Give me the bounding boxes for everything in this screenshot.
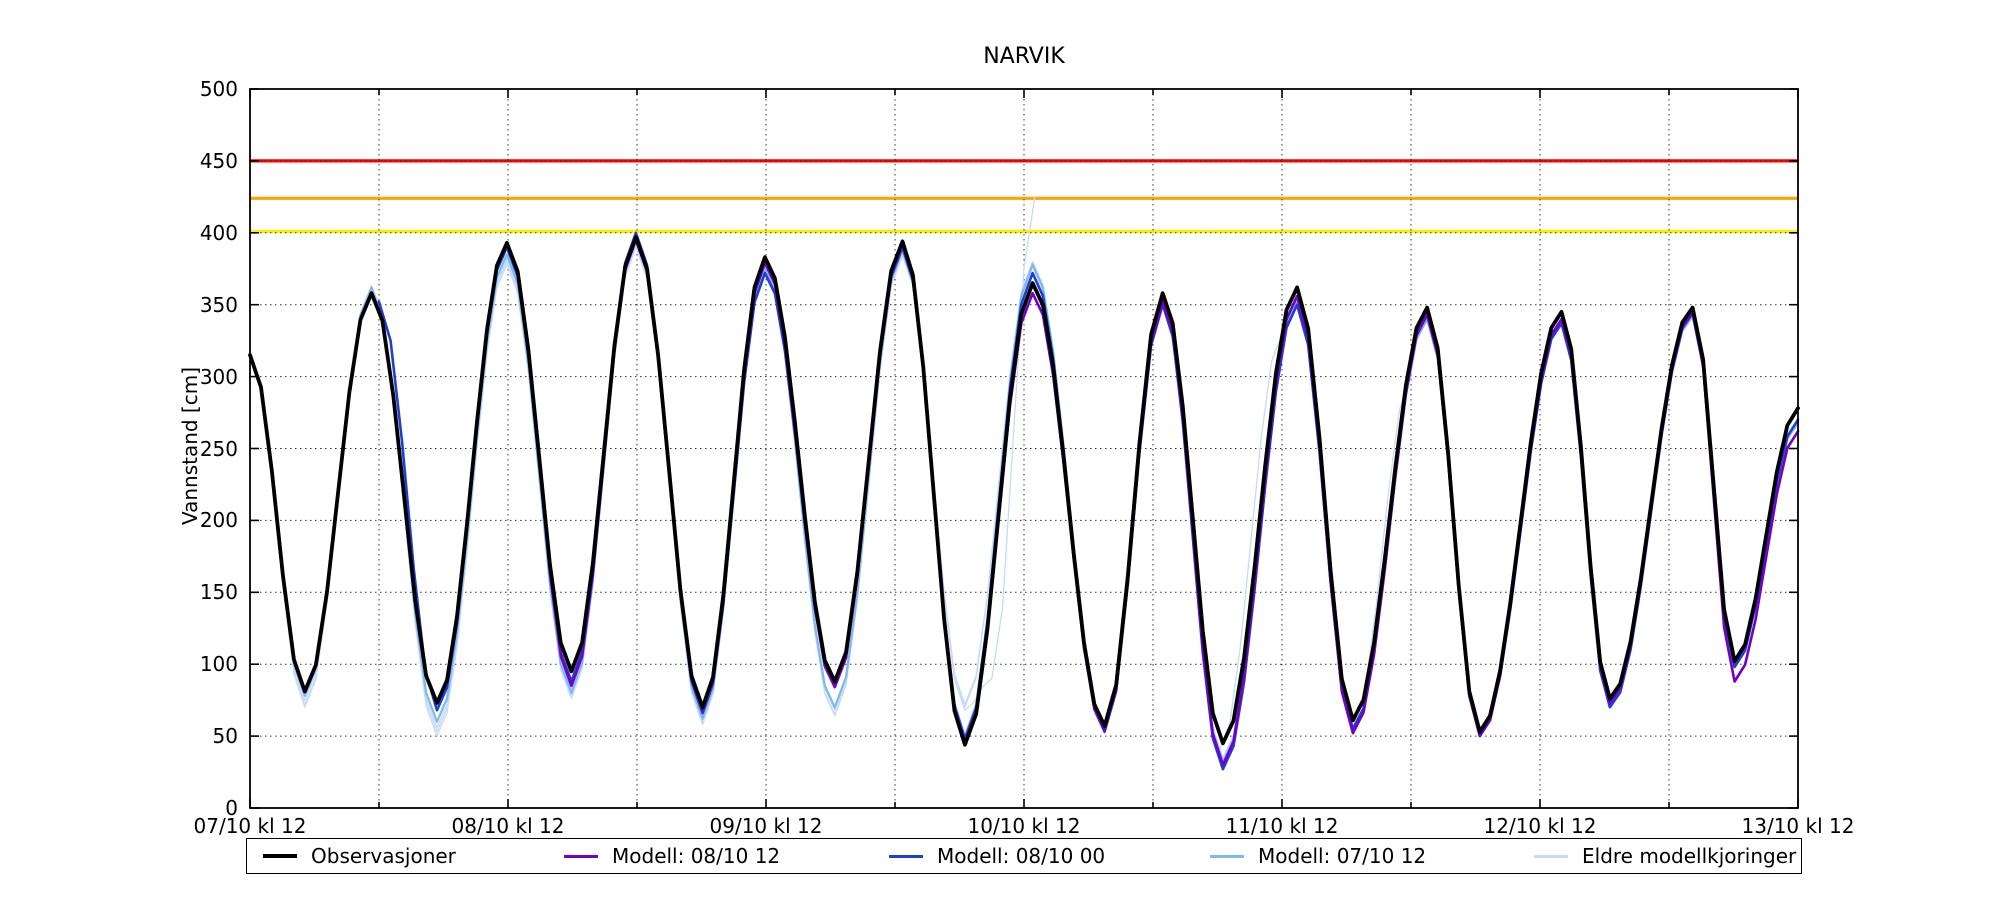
ytick-label-50: 50 xyxy=(212,724,238,749)
modell-0810-12-line-swatch xyxy=(564,854,598,858)
ytick-label-0: 0 xyxy=(225,796,238,820)
legend-label: Modell: 08/10 00 xyxy=(937,844,1106,868)
ytick-label-100: 100 xyxy=(199,652,238,677)
xtick-label: 12/10 kl 12 xyxy=(1483,814,1597,838)
legend-item-modell-0710-12: Modell: 07/10 12 xyxy=(1210,839,1426,873)
xtick-label: 13/10 kl 12 xyxy=(1741,814,1855,838)
xtick-label: 09/10 kl 12 xyxy=(709,814,823,838)
ytick-label-350: 350 xyxy=(199,292,238,317)
ytick-label-200: 200 xyxy=(199,508,238,533)
xtick-label: 10/10 kl 12 xyxy=(967,814,1081,838)
ytick-label-500: 500 xyxy=(199,77,238,101)
modell-0810-00-line-swatch xyxy=(889,854,923,858)
observasjoner-line-swatch xyxy=(263,854,297,858)
ytick-label-150: 150 xyxy=(199,580,238,605)
legend-label: Observasjoner xyxy=(311,844,456,868)
ytick-label-300: 300 xyxy=(199,364,238,389)
xtick-label: 07/10 kl 12 xyxy=(193,814,307,838)
series-line-Eldre modellkjoringer xyxy=(249,196,1036,733)
modell-0710-12-line-swatch xyxy=(1210,854,1244,858)
legend-item-modell-0810-12: Modell: 08/10 12 xyxy=(564,839,780,873)
plot-border xyxy=(249,88,1799,809)
legend-label: Modell: 07/10 12 xyxy=(1258,844,1427,868)
ytick-label-450: 450 xyxy=(199,148,238,173)
series-line-Modell: 08/10 12 xyxy=(506,238,1800,767)
ytick-label-400: 400 xyxy=(199,220,238,245)
series-line-Observasjoner xyxy=(248,235,1800,747)
legend-item-observasjoner: Observasjoner xyxy=(263,839,456,873)
chart-title: NARVIK xyxy=(983,44,1065,69)
xtick-label: 08/10 kl 12 xyxy=(451,814,565,838)
legend-label: Modell: 08/10 12 xyxy=(612,844,781,868)
legend-item-eldre-modellkjoringer: Eldre modellkjoringer xyxy=(1534,839,1796,873)
xtick-label: 11/10 kl 12 xyxy=(1225,814,1339,838)
legend-label: Eldre modellkjoringer xyxy=(1582,844,1797,868)
legend-item-modell-0810-00: Modell: 08/10 00 xyxy=(889,839,1105,873)
eldre-modellkjoringer-line-swatch xyxy=(1534,854,1568,858)
legend: Observasjoner Modell: 08/10 12 Modell: 0… xyxy=(246,838,1802,874)
ytick-label-250: 250 xyxy=(199,436,238,461)
